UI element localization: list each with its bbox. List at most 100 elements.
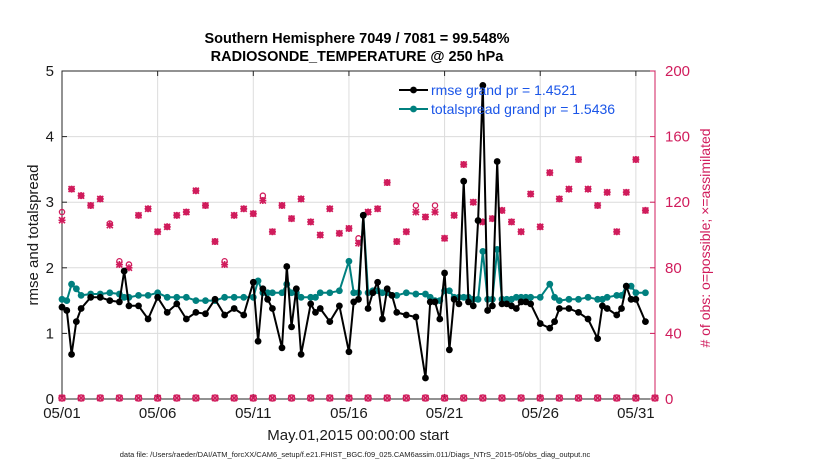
- rmse-point-14: [163, 309, 171, 316]
- obs-zero-assimilated-point-27: [574, 394, 583, 402]
- x-tick-label-0: 05/01: [43, 405, 81, 422]
- rmse-point-11: [135, 302, 142, 310]
- rmse-point-58: [455, 300, 463, 308]
- obs-zero-assimilated-point-19: [421, 394, 430, 402]
- obs-zero-assimilated-point-28: [593, 394, 602, 402]
- totalspread-point-76: [551, 293, 558, 301]
- x-tick-label-5: 05/26: [521, 405, 559, 422]
- totalspread-point-35: [316, 289, 324, 297]
- obs-assimilated-point-9: [144, 205, 152, 213]
- data-file-footer: data file: /Users/raeder/DAI/ATM_forcXX/…: [120, 450, 591, 459]
- obs-assimilated-point-18: [230, 211, 238, 219]
- obs-zero-assimilated-point-4: [134, 394, 143, 402]
- rmse-point-42: [364, 305, 372, 312]
- totalspread-point-12: [144, 291, 152, 299]
- obs-assimilated-point-46: [498, 206, 506, 214]
- obs-assimilated-point-38: [421, 213, 430, 221]
- rmse-point-78: [565, 305, 573, 312]
- obs-zero-possible-point-16: [364, 394, 372, 402]
- rmse-point-21: [230, 305, 238, 312]
- obs-zero-possible-point-30: [632, 394, 640, 402]
- obs-zero-possible-point-25: [536, 394, 545, 402]
- totalspread-point-80: [584, 293, 592, 301]
- obs-possible-point-39: [431, 202, 439, 209]
- totalspread-point-87: [627, 282, 635, 290]
- rmse-point-6: [96, 293, 104, 301]
- rmse-point-46: [383, 285, 391, 293]
- grid-lines: [61, 70, 655, 400]
- legend: rmse grand pr = 1.4521 totalspread grand…: [399, 82, 615, 117]
- obs-zero-assimilated-point-21: [460, 394, 468, 402]
- totalspread-point-21: [230, 293, 238, 301]
- obs-assimilated-point-53: [565, 185, 573, 193]
- y-left-tick-label-5: 5: [46, 63, 54, 80]
- totalspread-point-7: [106, 289, 114, 297]
- obs-zero-markers: [58, 394, 659, 402]
- rmse-point-15: [173, 300, 181, 308]
- rmse-point-75: [546, 324, 554, 332]
- obs-zero-possible-point-13: [306, 394, 315, 402]
- obs-zero-assimilated-point-13: [307, 394, 315, 402]
- rmse-point-53: [431, 298, 439, 306]
- totalspread-point-45: [379, 289, 386, 297]
- totalspread-point-9: [120, 293, 128, 301]
- totalspread-point-3: [72, 285, 80, 293]
- obs-assimilated-point-30: [345, 224, 353, 233]
- rmse-point-60: [465, 298, 472, 306]
- totalspread-series: [58, 211, 649, 304]
- obs-zero-possible-point-11: [268, 394, 277, 402]
- obs-zero-possible-point-0: [58, 394, 66, 402]
- rmse-point-87: [627, 295, 635, 303]
- rmse-point-64: [484, 307, 492, 314]
- rmse-point-54: [436, 315, 444, 323]
- obs-zero-assimilated-point-9: [230, 394, 238, 402]
- rmse-point-65: [489, 302, 496, 310]
- obs-assimilated-point-21: [259, 196, 267, 205]
- legend-spread-label: totalspread grand pr = 1.5436: [431, 101, 615, 117]
- rmse-point-37: [335, 302, 343, 310]
- obs-assimilated-point-59: [622, 188, 630, 196]
- totalspread-point-81: [594, 295, 602, 303]
- obs-zero-assimilated-point-1: [77, 394, 85, 402]
- totalspread-point-36: [326, 289, 334, 297]
- obs-assimilated-point-14: [192, 187, 200, 195]
- rmse-point-25: [259, 285, 267, 293]
- obs-zero-assimilated-point-26: [555, 394, 563, 402]
- rmse-point-38: [345, 348, 353, 356]
- obs-assimilated-point-32: [364, 208, 372, 216]
- obs-assimilated-point-57: [603, 188, 611, 196]
- totalspread-point-66: [493, 246, 501, 253]
- y-right-tick-label-3: 120: [665, 194, 690, 211]
- y-left-tick-label-0: 0: [46, 391, 54, 408]
- totalspread-point-56: [445, 287, 453, 295]
- rmse-point-62: [474, 217, 482, 224]
- obs-assimilated-point-31: [354, 239, 363, 247]
- y-left-tick-label-1: 1: [46, 325, 54, 342]
- x-tick-label-4: 05/21: [426, 405, 464, 422]
- rmse-point-61: [469, 302, 477, 310]
- rmse-point-20: [221, 311, 228, 319]
- obs-zero-possible-point-23: [498, 394, 506, 402]
- x-axis-label: May.01,2015 00:00:00 start: [267, 427, 449, 444]
- rmse-point-44: [374, 278, 382, 286]
- rmse-point-19: [211, 295, 219, 303]
- rmse-point-3: [72, 318, 80, 325]
- totalspread-point-32: [297, 293, 305, 301]
- obs-zero-assimilated-point-18: [402, 394, 410, 402]
- totalspread-point-20: [221, 293, 228, 301]
- rmse-point-13: [154, 293, 162, 301]
- obs-assimilated-point-54: [574, 155, 583, 164]
- totalspread-point-34: [312, 293, 319, 301]
- obs-assimilated-point-3: [87, 201, 95, 210]
- obs-zero-possible-point-3: [115, 394, 124, 402]
- obs-assimilated-point-36: [402, 228, 410, 236]
- obs-zero-possible-point-2: [96, 394, 105, 402]
- obs-zero-assimilated-point-31: [651, 394, 659, 402]
- obs-zero-assimilated-point-25: [536, 394, 544, 402]
- rmse-point-22: [240, 311, 248, 319]
- obs-zero-assimilated-point-12: [287, 394, 296, 402]
- totalspread-point-49: [402, 289, 410, 297]
- obs-assimilated-point-47: [507, 218, 516, 226]
- rmse-point-33: [307, 300, 315, 308]
- rmse-point-23: [249, 278, 257, 286]
